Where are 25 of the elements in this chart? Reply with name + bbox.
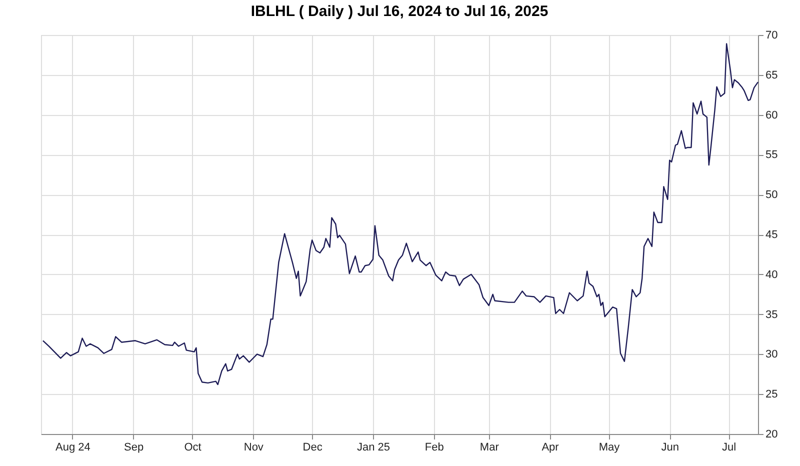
y-tick-label: 30	[766, 348, 778, 361]
x-tick-label: Oct	[184, 442, 202, 454]
x-tick-label: Dec	[302, 442, 323, 454]
y-tick-label: 55	[766, 149, 778, 162]
x-tick-label: Apr	[542, 442, 560, 454]
y-tick-label: 65	[766, 69, 778, 82]
x-tick-label: May	[598, 442, 620, 454]
y-tick-label: 70	[766, 30, 778, 42]
x-tick-label: Mar	[480, 442, 500, 454]
line-series	[42, 43, 759, 386]
y-tick-label: 20	[766, 428, 778, 440]
x-tick-label: Jul	[722, 442, 736, 454]
y-tick-label: 25	[766, 388, 778, 401]
x-tick-label: Jan 25	[356, 442, 390, 454]
y-tick-label: 35	[766, 308, 778, 321]
x-tick-label: Jun	[661, 442, 679, 454]
y-tick-label: 60	[766, 109, 778, 122]
x-tick-label: Aug 24	[55, 442, 90, 454]
y-tick-label: 45	[766, 229, 778, 241]
y-tick-label: 40	[766, 268, 778, 281]
x-tick-label: Sep	[124, 442, 144, 454]
chart-title: IBLHL ( Daily ) Jul 16, 2024 to Jul 16, 2025	[250, 3, 548, 20]
x-tick-label: Nov	[244, 442, 264, 454]
y-tick-label: 50	[766, 189, 778, 202]
x-tick-label: Feb	[424, 442, 444, 454]
